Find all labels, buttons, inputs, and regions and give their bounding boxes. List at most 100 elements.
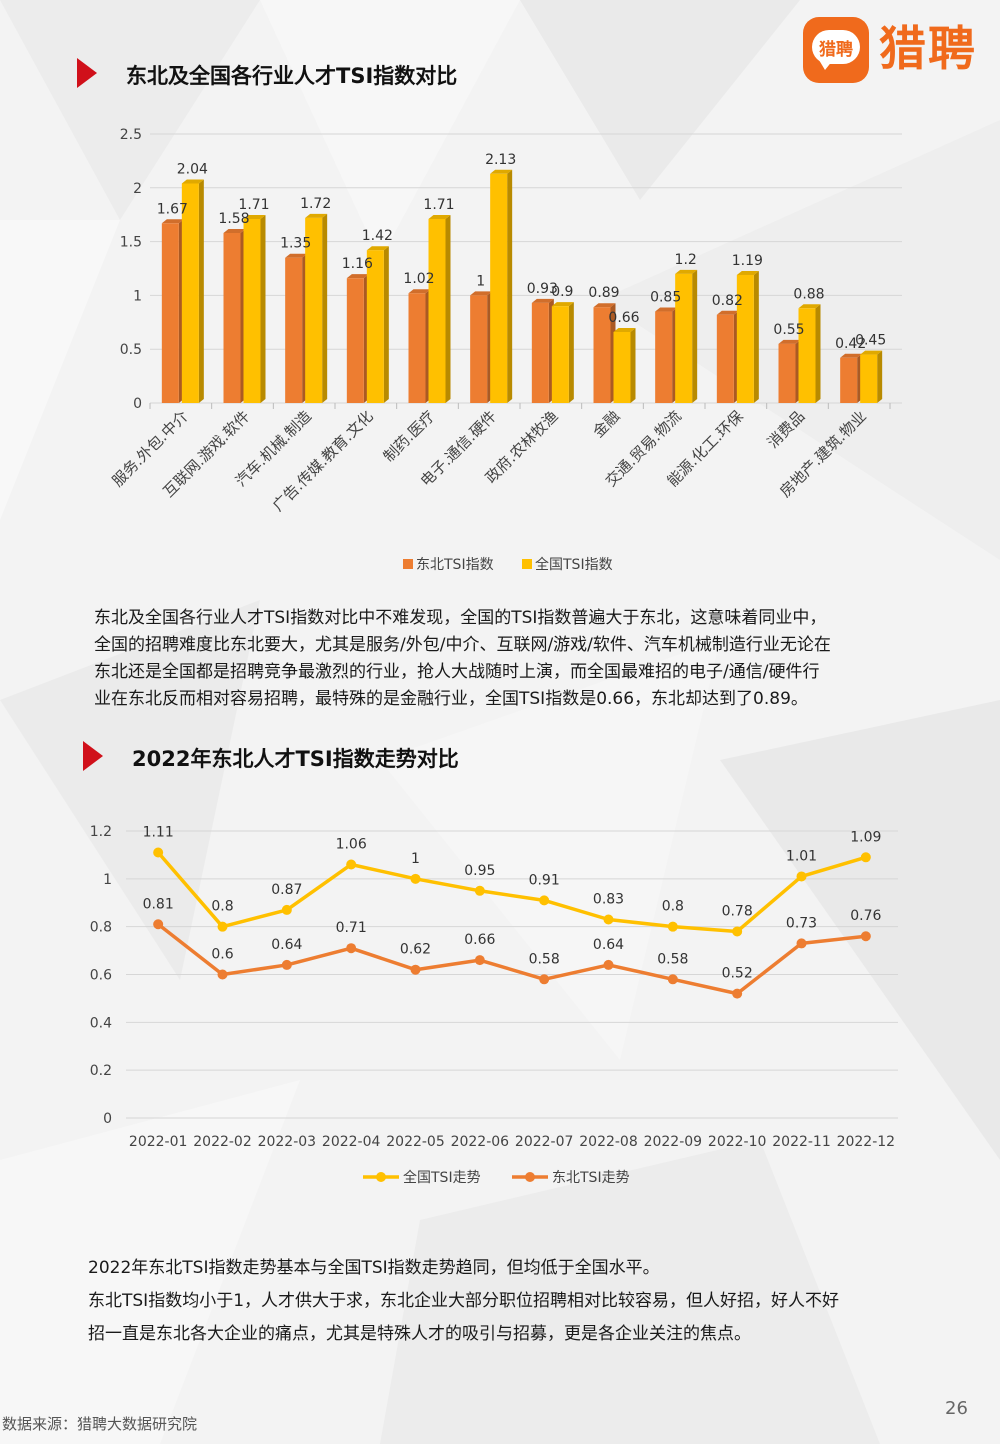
y-tick-label: 0.8 — [90, 920, 112, 936]
data-label: 1.58 — [218, 211, 249, 227]
data-label: 1.11 — [143, 825, 174, 841]
data-point — [603, 959, 614, 970]
data-label: 1.42 — [362, 228, 393, 244]
bar-top — [408, 289, 431, 294]
paragraph-line: 东北还是全国都是招聘竞争最激烈的行业，抢人大战随时上演，而全国最难招的电子/通信… — [94, 662, 820, 682]
data-label: 0.66 — [464, 932, 495, 948]
data-label: 0.6 — [211, 947, 233, 963]
data-label: 1.02 — [403, 271, 434, 287]
data-label: 0.58 — [529, 951, 560, 967]
series-line — [157, 922, 867, 996]
bar-front — [531, 302, 549, 403]
bar-northeast — [778, 339, 801, 403]
bar-front — [346, 278, 364, 403]
bar-top — [366, 246, 389, 251]
series-line — [156, 851, 867, 934]
bar-front — [655, 311, 673, 403]
bar-front — [161, 223, 179, 403]
legend-label: 东北TSI走势 — [552, 1170, 630, 1186]
bar-northeast — [408, 289, 431, 403]
bar-front — [675, 273, 693, 403]
bar-national — [860, 350, 883, 403]
bar-front — [366, 250, 384, 403]
bar-side — [568, 302, 574, 403]
bar-side — [877, 350, 883, 403]
data-label: 0.71 — [336, 920, 367, 936]
data-label: 0.45 — [855, 333, 886, 349]
data-point — [796, 938, 807, 949]
section1-title: 东北及全国各行业人才TSI指数对比 — [126, 64, 458, 88]
y-tick-label: 0.5 — [120, 342, 142, 358]
data-label: 0.83 — [593, 891, 624, 907]
data-label: 0.88 — [793, 286, 824, 302]
data-label: 0.78 — [722, 903, 753, 919]
data-point — [539, 895, 550, 906]
data-point — [410, 964, 421, 975]
y-tick-label: 2 — [133, 181, 142, 197]
bar-top — [736, 270, 759, 275]
x-category-label: 制药.医疗 — [380, 407, 439, 466]
y-tick-label: 0 — [133, 396, 142, 412]
x-category-label: 2022-06 — [451, 1134, 510, 1150]
bar-top — [613, 327, 636, 332]
data-point — [667, 921, 678, 932]
paragraph-line: 东北及全国各行业人才TSI指数对比中不难发现，全国的TSI指数普遍大于东北，这意… — [94, 608, 827, 628]
bar-front — [798, 308, 816, 403]
x-category-label: 2022-11 — [772, 1134, 831, 1150]
bar-top — [551, 302, 574, 307]
x-category-label: 2022-10 — [708, 1134, 767, 1150]
data-point — [603, 914, 614, 925]
legend-swatch — [522, 559, 532, 569]
section2-title: 2022年东北人才TSI指数走势对比 — [132, 747, 459, 771]
data-point — [346, 859, 357, 870]
paragraph-line: 全国的招聘难度比东北要大，尤其是服务/外包/中介、互联网/游戏/软件、汽车机械制… — [94, 635, 831, 655]
data-label: 0.64 — [593, 937, 624, 953]
bar-northeast — [285, 253, 308, 403]
bar-top — [675, 269, 698, 274]
bar-front — [613, 331, 631, 403]
bar-side — [322, 213, 328, 403]
logo-bubble-tail — [819, 60, 833, 70]
bar-top — [243, 215, 266, 220]
data-label: 0.64 — [271, 937, 302, 953]
y-tick-label: 1.5 — [120, 235, 142, 251]
y-tick-label: 0.2 — [90, 1063, 112, 1079]
data-label: 2.04 — [177, 161, 208, 177]
y-tick-label: 0.6 — [90, 968, 112, 984]
bar-national — [613, 327, 636, 403]
paragraph-line: 业在东北反而相对容易招聘，最特殊的是金融行业，全国TSI指数是0.66，东北却达… — [94, 689, 808, 709]
bar-front — [305, 217, 323, 403]
x-category-label: 2022-07 — [515, 1134, 574, 1150]
data-label: 2.13 — [485, 152, 516, 168]
liepin-logo: 猎聘 猎聘 — [803, 17, 987, 83]
y-tick-label: 0 — [103, 1111, 112, 1127]
data-label: 0.58 — [657, 951, 688, 967]
x-category-label: 2022-12 — [837, 1134, 896, 1150]
bar-side — [445, 215, 451, 403]
data-point — [474, 885, 485, 896]
bar-northeast — [840, 353, 863, 403]
data-point — [153, 847, 164, 858]
data-label: 0.66 — [608, 310, 639, 326]
data-label: 0.8 — [211, 899, 233, 915]
data-point — [217, 921, 228, 932]
x-category-label: 金融 — [589, 407, 623, 441]
legend-label: 东北TSI指数 — [416, 557, 494, 573]
bar-northeast — [346, 274, 369, 403]
bar-front — [736, 274, 754, 403]
data-point — [860, 852, 871, 863]
bar-national — [428, 215, 451, 403]
bar-side — [692, 269, 698, 403]
legend-label: 全国TSI走势 — [403, 1169, 481, 1186]
data-label: 0.42 — [835, 336, 866, 352]
bar-top — [778, 339, 801, 344]
data-point — [667, 974, 678, 985]
data-label: 1.72 — [300, 196, 331, 212]
section1-arrow-icon — [77, 58, 97, 88]
data-label: 0.9 — [551, 284, 573, 300]
paragraph-line: 招一直是东北各大企业的痛点，尤其是特殊人才的吸引与招募，更是各企业关注的焦点。 — [88, 1324, 751, 1344]
legend-label: 全国TSI指数 — [535, 556, 613, 573]
bar-top — [860, 350, 883, 355]
logo-badge: 猎聘 — [803, 17, 869, 83]
bar-front — [408, 293, 426, 403]
